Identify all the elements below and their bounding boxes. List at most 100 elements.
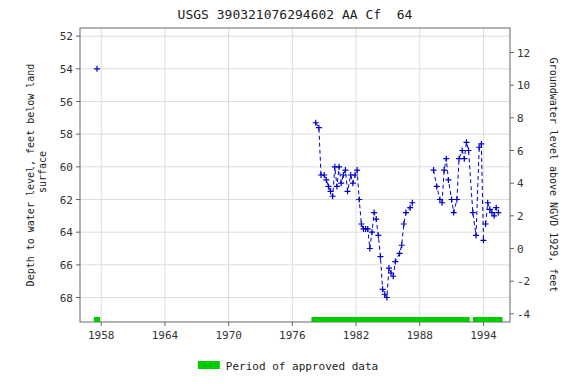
data-marker <box>431 167 437 173</box>
y2-tick-label: 8 <box>517 112 524 125</box>
x-tick-label: 1994 <box>470 329 497 342</box>
y-tick <box>76 101 80 102</box>
data-marker <box>399 242 405 248</box>
data-marker <box>371 210 377 216</box>
data-line <box>442 142 479 235</box>
x-tick-label: 1988 <box>407 329 434 342</box>
data-marker <box>373 216 379 222</box>
grid-line-y <box>80 68 510 69</box>
title: USGS 390321076294602 AA Cf 64 <box>178 7 413 22</box>
data-marker <box>445 177 451 183</box>
data-marker <box>491 213 497 219</box>
grid-line-y <box>80 232 510 233</box>
axes: 1958196419701976198219881994525456586062… <box>60 30 531 342</box>
data-marker <box>443 156 449 162</box>
y-tick <box>76 68 80 69</box>
data-marker <box>338 180 344 186</box>
data-marker <box>483 221 489 227</box>
approved-period <box>311 317 469 322</box>
y2-tick <box>510 85 514 86</box>
data-line <box>434 170 440 199</box>
y2-tick-label: 12 <box>517 47 530 60</box>
y2-tick-label: -4 <box>517 308 531 321</box>
y-tick-label: 54 <box>60 63 74 76</box>
x-tick <box>101 322 102 326</box>
data-marker <box>451 210 457 216</box>
grid-line-y <box>80 36 510 37</box>
data-line <box>316 123 413 298</box>
y-axis-label-line: Depth to water level, feet below land <box>25 64 36 287</box>
x-tick <box>419 322 420 326</box>
grid-line-y <box>80 134 510 135</box>
data-marker <box>323 177 329 183</box>
data-marker <box>392 259 398 265</box>
grid-line-x <box>292 28 293 322</box>
data-marker <box>313 120 319 126</box>
grid-line-y <box>80 166 510 167</box>
data-marker <box>336 164 342 170</box>
y2-tick <box>510 313 514 314</box>
grid <box>80 28 510 322</box>
x-tick-label: 1964 <box>152 329 179 342</box>
data-marker <box>449 197 455 203</box>
y-tick <box>76 297 80 298</box>
x-tick-label: 1982 <box>343 329 370 342</box>
y-axis-label: Depth to water level, feet below land su… <box>25 64 48 287</box>
data-marker <box>461 156 467 162</box>
x-tick <box>228 322 229 326</box>
y2-tick-label: 2 <box>517 210 524 223</box>
grid-line-x <box>419 28 420 322</box>
y2-tick-label: 10 <box>517 79 530 92</box>
grid-line-x <box>228 28 229 322</box>
data-marker <box>466 148 472 154</box>
x-tick-label: 1976 <box>279 329 306 342</box>
data-line <box>481 144 483 240</box>
data-marker <box>377 254 383 260</box>
data-marker <box>439 200 445 206</box>
data-marker <box>478 141 484 147</box>
approved-period <box>473 317 503 322</box>
data-marker <box>463 139 469 145</box>
data-marker <box>456 156 462 162</box>
grid-line-y <box>80 264 510 265</box>
data-marker <box>409 200 415 206</box>
y-tick-label: 58 <box>60 128 73 141</box>
y2-tick <box>510 117 514 118</box>
grid-line-x <box>483 28 484 322</box>
x-tick <box>292 322 293 326</box>
grid-line-y <box>80 199 510 200</box>
data-marker <box>354 167 360 173</box>
data-marker <box>459 148 465 154</box>
y-tick <box>76 166 80 167</box>
y-tick-label: 68 <box>60 292 73 305</box>
data-line <box>486 203 499 224</box>
data-marker <box>334 183 340 189</box>
y2-tick <box>510 183 514 184</box>
grid-line-x <box>101 28 102 322</box>
data-marker <box>390 273 396 279</box>
y-tick <box>76 134 80 135</box>
y2-tick <box>510 150 514 151</box>
grid-line-y <box>80 297 510 298</box>
data-marker <box>367 246 373 252</box>
data-marker <box>454 197 460 203</box>
data-marker <box>470 210 476 216</box>
data-marker <box>316 125 322 131</box>
legend: Period of approved data <box>198 360 378 373</box>
data-marker <box>369 229 375 235</box>
grid-line-x <box>164 28 165 322</box>
y-tick <box>76 264 80 265</box>
legend-label: Period of approved data <box>226 360 378 373</box>
x-tick <box>483 322 484 326</box>
data-marker <box>401 221 407 227</box>
plot-frame <box>80 28 510 322</box>
y-tick-label: 60 <box>60 161 73 174</box>
y2-tick-label: -2 <box>517 275 530 288</box>
y2-tick-label: 0 <box>517 243 524 256</box>
y-tick-label: 52 <box>60 30 73 43</box>
data-marker <box>397 250 403 256</box>
data-marker <box>330 193 336 199</box>
y2-tick-label: 4 <box>517 177 524 190</box>
x-tick-label: 1970 <box>215 329 242 342</box>
data-marker <box>480 237 486 243</box>
